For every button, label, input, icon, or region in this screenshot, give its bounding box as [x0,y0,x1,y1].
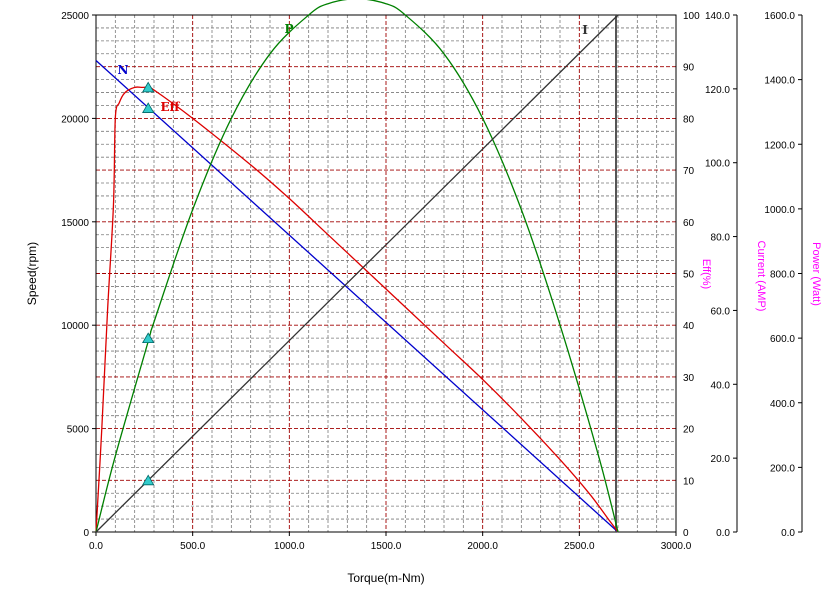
current-tick-label: 80.0 [711,233,731,244]
x-tick-label: 2500.0 [564,541,595,552]
series-label-eff: Eff [161,100,181,114]
eff-tick-label: 100 [683,11,700,22]
eff-tick-label: 40 [683,321,695,332]
power-tick-label: 1600.0 [764,11,795,22]
series-label-i: I [582,23,588,37]
x-tick-label: 0.0 [89,541,103,552]
current-tick-label: 0.0 [716,528,730,539]
current-tick-label: 60.0 [711,306,731,317]
eff-tick-label: 10 [683,476,695,487]
eff-tick-label: 0 [683,528,689,539]
speed-tick-label: 0 [83,528,89,539]
speed-axis-title: Speed(rpm) [25,242,39,305]
power-tick-label: 1200.0 [764,140,795,151]
eff-tick-label: 70 [683,166,695,177]
series-label-n: N [118,63,129,77]
eff-axis-title: Eff(%) [700,259,712,289]
x-tick-label: 3000.0 [661,541,692,552]
current-tick-label: 140.0 [705,11,730,22]
series-line-n [95,60,619,533]
series-line-i [95,14,619,533]
current-tick-label: 120.0 [705,85,730,96]
current-tick-label: 40.0 [711,380,731,391]
current-tick-label: 20.0 [711,454,731,465]
speed-tick-label: 5000 [67,425,90,436]
power-tick-label: 1000.0 [764,205,795,216]
power-tick-label: 0.0 [781,528,795,539]
power-axis-title: Power (Watt) [810,242,822,306]
speed-tick-label: 20000 [61,114,89,125]
power-tick-label: 200.0 [770,463,795,474]
series-line-eff [95,86,619,533]
eff-tick-label: 80 [683,114,695,125]
eff-tick-label: 90 [683,63,695,74]
series-line-p [95,0,619,533]
power-tick-label: 1400.0 [764,76,795,87]
marker-p [142,332,155,344]
marker-i [142,474,155,486]
eff-tick-label: 30 [683,373,695,384]
x-tick-label: 2000.0 [467,541,498,552]
speed-tick-label: 15000 [61,218,89,229]
speed-tick-label: 10000 [61,321,89,332]
power-tick-label: 600.0 [770,334,795,345]
current-tick-label: 100.0 [705,159,730,170]
eff-tick-label: 50 [683,270,695,281]
x-tick-label: 1500.0 [371,541,402,552]
x-axis-title: Torque(m-Nm) [347,571,424,585]
marker-n [142,102,155,113]
x-tick-label: 1000.0 [274,541,305,552]
current-axis-title: Current (AMP) [755,241,767,312]
eff-tick-label: 20 [683,425,695,436]
x-tick-label: 500.0 [180,541,205,552]
power-tick-label: 400.0 [770,399,795,410]
speed-tick-label: 25000 [61,11,89,22]
eff-tick-label: 60 [683,218,695,229]
series-label-p: P [284,22,293,36]
power-tick-label: 800.0 [770,270,795,281]
marker-eff [142,81,155,93]
